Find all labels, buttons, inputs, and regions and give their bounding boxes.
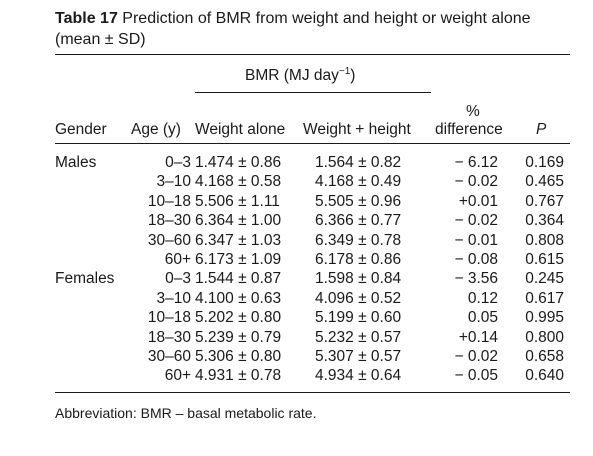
footnote: Abbreviation: BMR – basal metabolic rate… <box>55 405 317 421</box>
col-header-weight-alone: Weight alone <box>195 121 286 138</box>
cell-weight-height: 5.232 ± 0.57 <box>315 328 402 346</box>
bmr-group-header: BMR (MJ day−1) <box>245 65 356 84</box>
cell-weight-height: 5.199 ± 0.60 <box>315 309 402 327</box>
cell-age: 3–10 <box>156 289 191 307</box>
cell-difference: − 0.08 <box>454 251 498 268</box>
cell-weight-height: 6.178 ± 0.86 <box>315 251 402 268</box>
cell-weight-alone: 4.168 ± 0.58 <box>195 173 282 191</box>
cell-weight-height: 1.564 ± 0.82 <box>315 154 402 171</box>
pct-header: % <box>466 103 480 120</box>
cell-weight-alone: 6.173 ± 1.09 <box>195 251 282 268</box>
cell-weight-height: 5.307 ± 0.57 <box>315 348 402 365</box>
cell-age: 18–30 <box>147 212 191 230</box>
cell-difference: − 0.05 <box>454 367 498 385</box>
col-header-gender: Gender <box>55 121 107 138</box>
cell-weight-alone: 1.544 ± 0.87 <box>195 270 282 288</box>
cell-age: 60+ <box>164 251 191 268</box>
cell-difference: − 3.56 <box>454 270 498 288</box>
col-header-p: P <box>536 121 547 138</box>
cell-p: 0.617 <box>525 289 564 307</box>
cell-p: 0.169 <box>525 154 564 171</box>
cell-difference: − 0.01 <box>454 231 498 249</box>
cell-age: 30–60 <box>147 231 191 249</box>
cell-age: 60+ <box>164 367 191 385</box>
cell-p: 0.800 <box>525 328 564 346</box>
table-label: Table 17 <box>55 10 118 27</box>
cell-weight-alone: 5.506 ± 1.11 <box>195 192 280 210</box>
cell-weight-height: 1.598 ± 0.84 <box>315 270 402 288</box>
cell-difference: − 6.12 <box>454 154 498 171</box>
cell-p: 0.658 <box>525 348 564 365</box>
col-header-age: Age (y) <box>131 121 181 138</box>
cell-weight-height: 4.096 ± 0.52 <box>315 289 402 307</box>
cell-p: 0.465 <box>525 173 564 191</box>
cell-age: 10–18 <box>147 192 191 210</box>
cell-weight-height: 6.366 ± 0.77 <box>315 212 402 230</box>
cell-gender: Females <box>55 270 115 288</box>
cell-difference: − 0.02 <box>454 348 498 365</box>
cell-age: 0–3 <box>165 154 191 171</box>
cell-weight-alone: 5.306 ± 0.80 <box>195 348 282 365</box>
cell-p: 0.615 <box>525 251 564 268</box>
cell-age: 0–3 <box>165 270 191 288</box>
cell-p: 0.245 <box>525 270 564 288</box>
caption-sd: SD <box>118 31 141 48</box>
cell-difference: 0.05 <box>467 309 498 327</box>
cell-difference: +0.14 <box>458 328 498 346</box>
cell-weight-alone: 1.474 ± 0.86 <box>195 154 282 171</box>
caption-text: Prediction of BMR from weight and height… <box>55 10 531 48</box>
cell-p: 0.767 <box>525 192 564 210</box>
group-rule <box>195 92 431 93</box>
cell-difference: − 0.02 <box>454 173 498 191</box>
cell-difference: +0.01 <box>458 192 498 210</box>
cell-weight-alone: 5.239 ± 0.79 <box>195 328 282 346</box>
cell-weight-alone: 5.202 ± 0.80 <box>195 309 282 327</box>
table-caption: Table 17 Prediction of BMR from weight a… <box>55 8 570 50</box>
cell-p: 0.364 <box>525 212 564 230</box>
cell-weight-height: 5.505 ± 0.96 <box>315 192 402 210</box>
cell-difference: 0.12 <box>467 289 498 307</box>
cell-weight-alone: 4.931 ± 0.78 <box>195 367 282 385</box>
group-exponent: −1 <box>338 65 351 77</box>
cell-weight-alone: 6.347 ± 1.03 <box>195 231 282 249</box>
bottom-rule <box>55 392 570 393</box>
cell-difference: − 0.02 <box>454 212 498 230</box>
cell-p: 0.808 <box>525 231 564 249</box>
cell-age: 3–10 <box>156 173 191 191</box>
cell-weight-height: 6.349 ± 0.78 <box>315 231 402 249</box>
cell-age: 18–30 <box>147 328 191 346</box>
col-header-weight-height: Weight + height <box>303 121 411 138</box>
cell-weight-alone: 6.364 ± 1.00 <box>195 212 282 230</box>
cell-p: 0.640 <box>525 367 564 385</box>
cell-p: 0.995 <box>525 309 564 327</box>
cell-weight-height: 4.934 ± 0.64 <box>315 367 402 385</box>
top-rule <box>55 54 570 55</box>
caption-end: ) <box>140 31 146 48</box>
cell-gender: Males <box>55 154 97 171</box>
cell-age: 10–18 <box>147 309 191 327</box>
col-header-difference: difference <box>435 121 503 138</box>
header-rule <box>55 143 570 144</box>
cell-weight-alone: 4.100 ± 0.63 <box>195 289 282 307</box>
cell-weight-height: 4.168 ± 0.49 <box>315 173 402 191</box>
cell-age: 30–60 <box>147 348 191 365</box>
